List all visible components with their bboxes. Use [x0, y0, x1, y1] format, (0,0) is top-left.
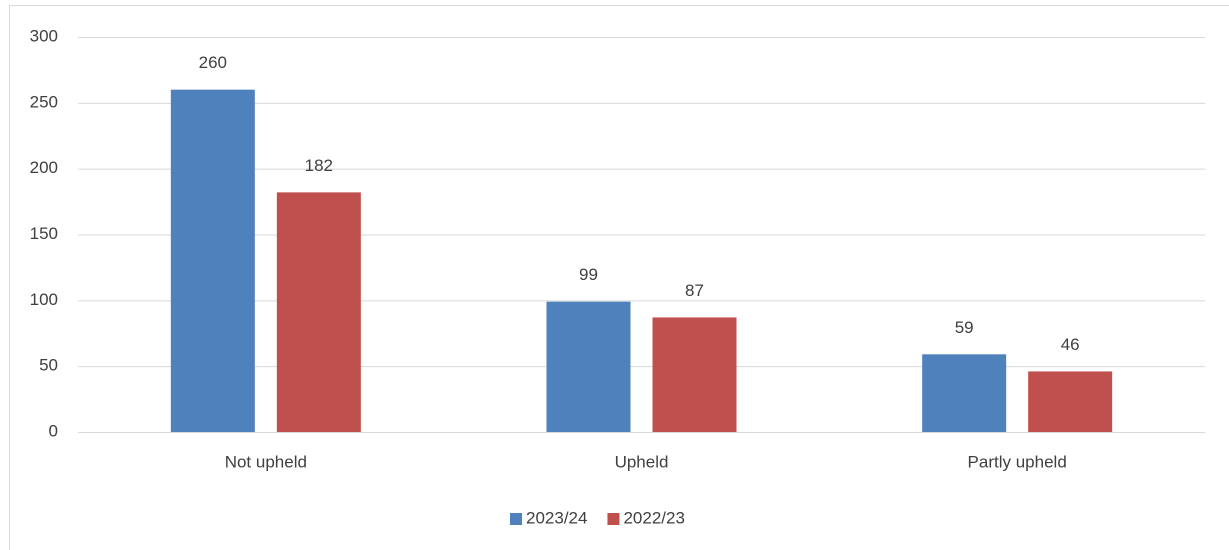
legend-swatch — [510, 513, 522, 525]
bar — [652, 317, 737, 432]
bar — [1028, 371, 1113, 432]
legend-label: 2022/23 — [623, 508, 684, 527]
y-tick-label: 200 — [30, 158, 58, 177]
x-tick-label: Upheld — [615, 452, 669, 471]
x-tick-label: Partly upheld — [968, 452, 1067, 471]
data-label: 46 — [1061, 335, 1080, 354]
y-tick-label: 150 — [30, 224, 58, 243]
y-tick-label: 50 — [39, 356, 58, 375]
data-label: 260 — [199, 53, 227, 72]
bar — [170, 89, 255, 433]
data-label: 87 — [685, 281, 704, 300]
x-tick-label: Not upheld — [225, 452, 307, 471]
legend-swatch — [607, 513, 620, 525]
y-tick-label: 250 — [30, 92, 58, 111]
legend-label: 2023/24 — [526, 508, 587, 527]
bar — [276, 192, 361, 432]
data-label: 182 — [305, 156, 333, 175]
bar — [546, 301, 631, 432]
y-tick-label: 0 — [49, 421, 58, 440]
y-tick-label: 100 — [30, 290, 58, 309]
y-tick-label: 300 — [30, 26, 58, 45]
bar — [922, 354, 1007, 432]
data-label: 59 — [955, 318, 974, 337]
data-label: 99 — [579, 265, 598, 284]
